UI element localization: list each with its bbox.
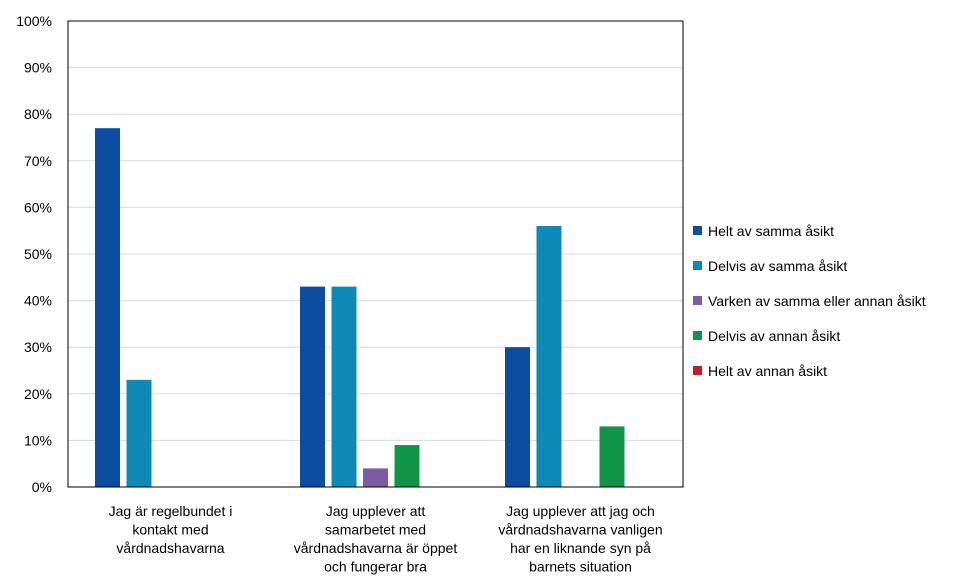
y-tick-label: 100%: [16, 13, 52, 29]
x-category-label: Jag upplever att jag och vårdnadshavarna …: [498, 503, 662, 575]
legend-label: Helt av samma åsikt: [708, 223, 834, 239]
legend: Helt av samma åsikt Delvis av samma åsikt…: [693, 223, 926, 379]
x-category-label: Jag är regelbundet i kontakt med vårdnadsh…: [109, 503, 233, 556]
bar: [95, 128, 120, 487]
bar: [363, 468, 388, 487]
legend-swatch: [693, 296, 702, 305]
x-category-label-line: samarbetet med: [325, 522, 426, 538]
bar: [395, 445, 420, 487]
gridlines: [68, 68, 683, 441]
x-category-label-line: vårdnadshavarna vanligen: [498, 522, 662, 538]
y-tick-label: 50%: [24, 246, 52, 262]
legend-swatch: [693, 366, 702, 375]
legend-label: Varken av samma eller annan åsikt: [708, 293, 926, 309]
x-category-label-line: Jag upplever att: [326, 503, 426, 519]
x-category-label: Jag upplever att samarbetet med vårdnadsha…: [294, 503, 458, 575]
legend-swatch: [693, 261, 702, 270]
y-tick-label: 40%: [24, 293, 52, 309]
x-category-label-line: barnets situation: [529, 559, 632, 575]
x-category-label-line: Jag är regelbundet i: [109, 503, 233, 519]
x-category-label-line: Jag upplever att jag och: [506, 503, 655, 519]
legend-label: Delvis av annan åsikt: [708, 328, 840, 344]
y-tick-label: 80%: [24, 106, 52, 122]
bar: [505, 347, 530, 487]
y-tick-label: 90%: [24, 60, 52, 76]
y-axis: 0% 10% 20% 30% 40% 50% 60% 70% 80% 90% 100%: [16, 13, 52, 495]
bar: [600, 426, 625, 487]
bar: [300, 287, 325, 487]
y-tick-label: 60%: [24, 199, 52, 215]
y-tick-label: 30%: [24, 339, 52, 355]
x-category-label-line: har en liknande syn på: [510, 540, 651, 556]
bars: [95, 128, 625, 487]
y-tick-label: 0%: [32, 479, 52, 495]
x-category-label-line: vårdnadshavarna är öppet: [294, 540, 458, 556]
x-axis: Jag är regelbundet i kontakt med vårdnadsh…: [109, 503, 663, 575]
y-tick-label: 70%: [24, 153, 52, 169]
bar: [537, 226, 562, 487]
x-category-label-line: kontakt med: [132, 522, 208, 538]
y-tick-label: 10%: [24, 432, 52, 448]
x-category-label-line: vårdnadshavarna: [116, 540, 224, 556]
x-category-label-line: och fungerar bra: [324, 559, 427, 575]
legend-label: Helt av annan åsikt: [708, 363, 827, 379]
bar: [127, 380, 152, 487]
legend-label: Delvis av samma åsikt: [708, 258, 847, 274]
bar: [332, 287, 357, 487]
y-tick-label: 20%: [24, 386, 52, 402]
legend-swatch: [693, 226, 702, 235]
legend-swatch: [693, 331, 702, 340]
